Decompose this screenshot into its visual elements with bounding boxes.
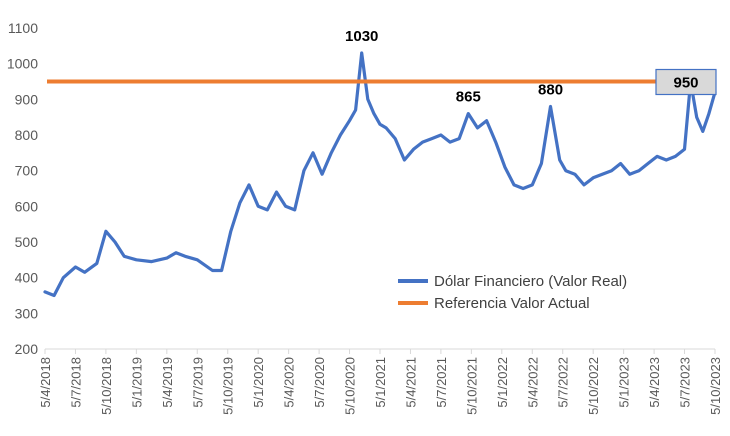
x-tick-label: 5/10/2021 — [464, 357, 479, 415]
legend: Dólar Financiero (Valor Real) Referencia… — [398, 273, 627, 312]
data-label-peak: 880 — [538, 81, 563, 98]
x-tick-label: 5/7/2023 — [678, 357, 693, 408]
x-tick-label: 5/1/2022 — [495, 357, 510, 408]
y-tick-label: 400 — [15, 270, 39, 286]
x-tick-label: 5/4/2021 — [403, 357, 418, 408]
x-tick-label: 5/1/2021 — [373, 357, 388, 408]
x-tick-label: 5/7/2021 — [434, 357, 449, 408]
x-tick-label: 5/10/2019 — [221, 357, 236, 415]
reference-value-label: 950 — [673, 75, 698, 92]
x-tick-label: 5/4/2018 — [38, 357, 53, 408]
x-tick-label: 5/1/2020 — [251, 357, 266, 408]
y-tick-label: 700 — [15, 163, 39, 179]
x-tick-label: 5/1/2023 — [617, 357, 632, 408]
y-tick-label: 600 — [15, 198, 39, 214]
y-tick-label: 800 — [15, 127, 39, 143]
x-tick-label: 5/10/2022 — [586, 357, 601, 415]
legend-label-dolar-financiero: Dólar Financiero (Valor Real) — [434, 273, 627, 290]
legend-label-referencia: Referencia Valor Actual — [434, 295, 590, 312]
x-tick-label: 5/1/2019 — [129, 357, 144, 408]
x-tick-label: 5/7/2019 — [190, 357, 205, 408]
x-tick-label: 5/4/2019 — [160, 357, 175, 408]
x-tick-label: 5/4/2022 — [525, 357, 540, 408]
x-axis: 5/4/2018 5/7/2018 5/10/2018 5/1/2019 5/4/201… — [38, 349, 723, 415]
x-tick-label: 5/7/2022 — [556, 357, 571, 408]
x-tick-label: 5/10/2023 — [708, 357, 723, 415]
reference-value-box — [655, 68, 717, 96]
y-tick-label: 300 — [15, 305, 39, 321]
x-tick-label: 5/7/2018 — [68, 357, 83, 408]
plot-area: 1030 865 880 950 — [43, 28, 717, 298]
x-tick-label: 5/7/2020 — [312, 357, 327, 408]
y-tick-label: 200 — [15, 341, 39, 357]
y-tick-label: 900 — [15, 91, 39, 107]
y-tick-label: 500 — [15, 234, 39, 250]
x-tick-label: 5/10/2018 — [99, 357, 114, 415]
data-label-peak: 865 — [456, 89, 481, 106]
y-tick-label: 1000 — [7, 56, 38, 72]
series-line-dolar-financiero — [43, 51, 717, 298]
x-tick-label: 5/10/2020 — [343, 357, 358, 415]
data-label-peak: 1030 — [345, 28, 378, 45]
x-tick-label: 5/4/2020 — [282, 357, 297, 408]
y-tick-label: 1100 — [8, 20, 38, 36]
x-tick-label: 5/4/2023 — [647, 357, 662, 408]
y-axis: 200 300 400 500 600 700 800 900 1000 1100 — [7, 20, 38, 357]
